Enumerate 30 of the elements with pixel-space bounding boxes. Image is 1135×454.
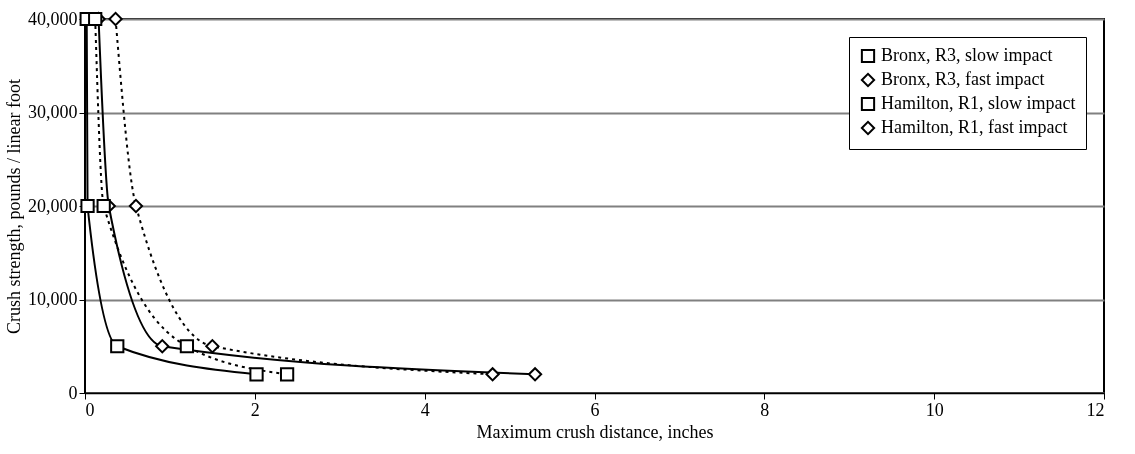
point bbox=[179, 339, 195, 354]
point bbox=[128, 198, 144, 214]
x-tick-label: 8 bbox=[760, 399, 770, 420]
x-tick-label: 6 bbox=[590, 399, 600, 420]
point bbox=[80, 198, 95, 214]
legend-label: Hamilton, R1, slow impact bbox=[881, 93, 1076, 113]
x-tick-label: 10 bbox=[925, 399, 944, 420]
x-axis-title: Maximum crush distance, inches bbox=[476, 421, 714, 442]
legend-label: Bronx, R3, slow impact bbox=[881, 45, 1053, 65]
legend-label: Hamilton, R1, fast impact bbox=[881, 117, 1068, 137]
y-tick-label: 20,000 bbox=[28, 195, 78, 216]
point bbox=[527, 367, 543, 382]
y-tick-label: 40,000 bbox=[28, 8, 78, 29]
y-tick-label: 10,000 bbox=[28, 289, 78, 309]
point bbox=[155, 339, 170, 354]
x-tick-label: 0 bbox=[85, 399, 95, 420]
point bbox=[485, 367, 500, 382]
point bbox=[96, 198, 111, 214]
point bbox=[110, 339, 125, 354]
x-tick-label: 2 bbox=[250, 399, 260, 420]
x-tick-label: 4 bbox=[420, 399, 430, 420]
x-tick-label: 12 bbox=[1086, 399, 1105, 420]
legend-label: Bronx, R3, fast impact bbox=[881, 69, 1045, 89]
y-tick-label: 0 bbox=[68, 382, 78, 403]
point bbox=[279, 367, 295, 382]
y-axis-title: Crush strength, pounds / linear foot bbox=[4, 79, 24, 334]
y-tick-label: 30,000 bbox=[28, 102, 78, 122]
point bbox=[108, 11, 123, 27]
point bbox=[205, 339, 220, 354]
point bbox=[249, 367, 264, 382]
